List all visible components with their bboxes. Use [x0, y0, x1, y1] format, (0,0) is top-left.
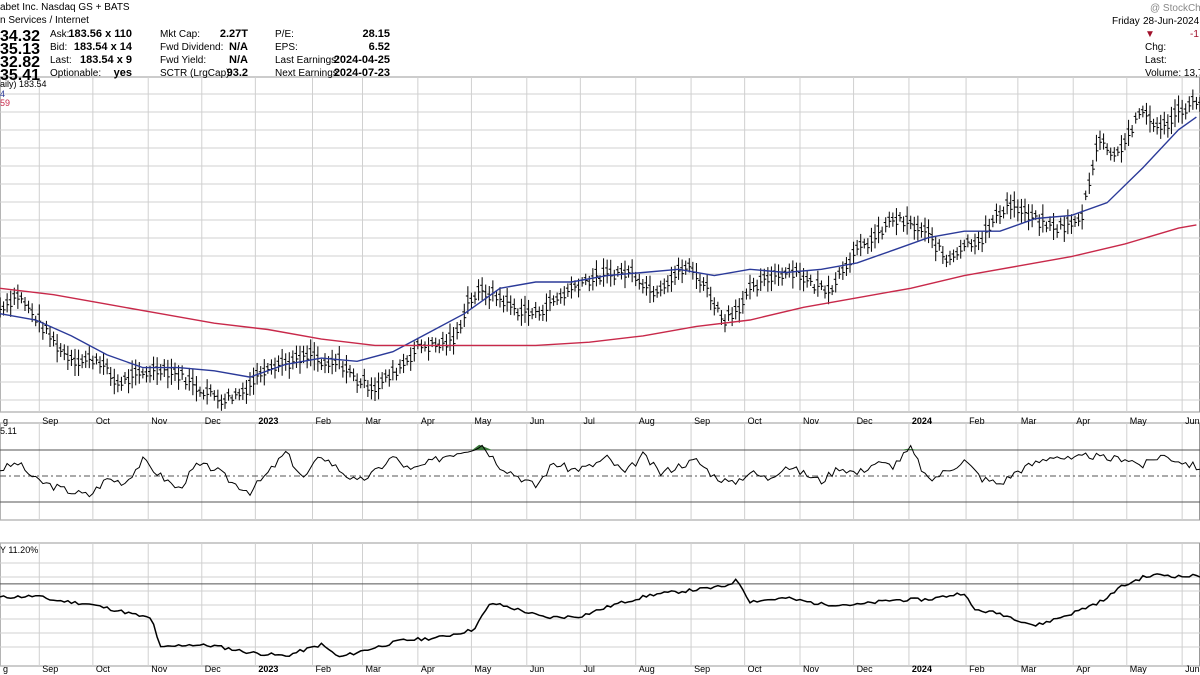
price-0: 34.32: [0, 28, 41, 45]
price-1: 35.13: [0, 41, 41, 58]
x-tick-label: Nov: [151, 664, 168, 674]
x-tick-label: g: [3, 416, 8, 426]
earn-value-last: 2024-04-25: [333, 54, 390, 66]
quote-label-optionable: Optionable:: [50, 68, 102, 79]
fund-label-dividend: Fwd Dividend:: [160, 42, 224, 53]
quote-value-last: 183.54 x 9: [80, 54, 132, 66]
x-tick-label: 2023: [258, 664, 278, 674]
x-tick-label: Feb: [316, 664, 332, 674]
x-tick-label: May: [474, 664, 492, 674]
earn-label-pe: P/E:: [275, 29, 294, 40]
x-tick-label: Jul: [583, 416, 595, 426]
earn-label-eps: EPS:: [275, 42, 298, 53]
x-tick-label: Apr: [421, 416, 435, 426]
x-tick-label: Aug: [639, 416, 655, 426]
price-2: 32.82: [0, 54, 41, 71]
x-tick-label: Oct: [748, 664, 763, 674]
fund-value-yield: N/A: [229, 54, 248, 66]
legend-ma-short: 4: [0, 89, 6, 99]
x-tick-label: Mar: [1021, 664, 1037, 674]
x-tick-label: May: [474, 416, 492, 426]
earn-value-next: 2024-07-23: [333, 67, 390, 79]
fund-value-mktcap: 2.27T: [219, 28, 248, 40]
quote-label-bid: Bid:: [50, 42, 68, 53]
quote-label-ask: Ask:: [50, 29, 70, 40]
x-tick-label: Dec: [857, 416, 874, 426]
legend-ma-long: 59: [0, 98, 11, 108]
x-tick-label: Feb: [969, 416, 985, 426]
x-tick-label: Apr: [1076, 664, 1090, 674]
earn-label-next: Next Earnings:: [275, 68, 341, 79]
legend-price: aily) 183.54: [0, 79, 47, 89]
x-tick-label: Aug: [639, 664, 655, 674]
x-tick-label: Mar: [366, 664, 382, 674]
x-tick-label: Oct: [748, 416, 763, 426]
x-tick-label: 2024: [912, 416, 932, 426]
x-tick-label: Feb: [316, 416, 332, 426]
price-3: 35.41: [0, 67, 41, 84]
right-label-chg: Chg:: [1145, 42, 1167, 53]
title-line: abet Inc. Nasdaq GS + BATS: [0, 2, 130, 13]
price-panel-frame: [0, 76, 1200, 413]
x-tick-label: Dec: [205, 664, 222, 674]
x-tick-label: Dec: [857, 664, 874, 674]
x-tick-label: Jun: [1185, 416, 1200, 426]
quote-value-optionable: yes: [113, 67, 132, 79]
x-tick-label: Jul: [583, 664, 595, 674]
x-tick-label: Mar: [366, 416, 382, 426]
x-tick-label: Nov: [151, 416, 168, 426]
quote-label-last: Last:: [50, 55, 72, 66]
fund-label-sctr: SCTR (LrgCap):: [160, 68, 233, 79]
date-day: Friday: [1112, 16, 1140, 27]
x-tick-label: g: [3, 664, 8, 674]
x-tick-label: Jun: [1185, 664, 1200, 674]
indicator-line: [0, 444, 1200, 498]
fund-label-mktcap: Mkt Cap:: [160, 29, 201, 40]
earn-value-pe: 28.15: [362, 28, 390, 40]
ma-short-line: [0, 116, 1197, 378]
legend-relative: Y 11.20%: [0, 545, 39, 555]
right-label-last: Last:: [1145, 55, 1167, 66]
overbought-fill: [900, 448, 921, 450]
relative-line: [0, 573, 1200, 658]
fund-label-yield: Fwd Yield:: [160, 55, 207, 66]
x-tick-label: Oct: [96, 664, 111, 674]
x-tick-label: Oct: [96, 416, 111, 426]
quote-value-ask: 183.56 x 110: [68, 28, 132, 40]
x-tick-label: Apr: [1076, 416, 1090, 426]
earn-label-last: Last Earnings:: [275, 55, 339, 66]
chg-down-icon: ▼: [1145, 29, 1155, 40]
x-tick-label: Jun: [530, 664, 545, 674]
earn-value-eps: 6.52: [368, 41, 390, 53]
x-tick-label: Sep: [694, 416, 710, 426]
x-tick-label: Sep: [42, 416, 58, 426]
x-tick-label: Nov: [803, 664, 820, 674]
x-tick-label: Nov: [803, 416, 820, 426]
fund-value-dividend: N/A: [229, 41, 248, 53]
x-tick-label: 2023: [258, 416, 278, 426]
x-tick-label: May: [1130, 416, 1148, 426]
x-tick-label: Dec: [205, 416, 222, 426]
quote-value-bid: 183.54 x 14: [73, 41, 132, 53]
watermark: @ StockCh: [1150, 3, 1200, 14]
chg-value: -1: [1190, 29, 1199, 40]
x-tick-label: Jun: [530, 416, 545, 426]
x-tick-label: Apr: [421, 664, 435, 674]
sector-line: n Services / Internet: [0, 15, 89, 26]
x-tick-label: May: [1130, 664, 1148, 674]
legend-indicator: 5.11: [0, 426, 17, 436]
x-tick-label: Feb: [969, 664, 985, 674]
right-label-volume: Volume: 13,7: [1145, 68, 1200, 79]
x-tick-label: Sep: [42, 664, 58, 674]
x-tick-label: 2024: [912, 664, 932, 674]
fund-value-sctr: 93.2: [226, 67, 248, 79]
date: 28-Jun-2024: [1143, 16, 1200, 27]
x-tick-label: Sep: [694, 664, 710, 674]
x-tick-label: Mar: [1021, 416, 1037, 426]
ma-long-line: [0, 224, 1197, 347]
